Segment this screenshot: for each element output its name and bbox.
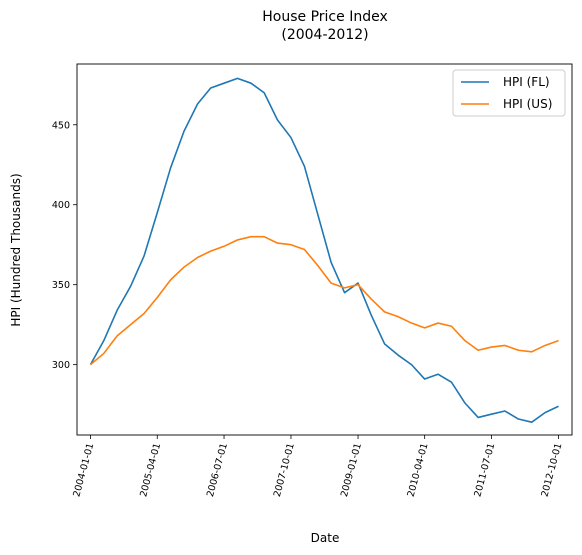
x-axis: 2004-01-01 2005-04-01 2006-07-01 2007-10-01… <box>71 435 564 498</box>
x-tick-label: 2005-04-01 <box>138 442 163 498</box>
y-axis: 300 350 400 450 <box>52 120 77 371</box>
y-tick-label: 300 <box>52 360 70 371</box>
legend-label-fl: HPI (FL) <box>503 75 550 89</box>
chart-title: House Price Index <box>262 9 387 25</box>
y-tick-label: 400 <box>52 200 70 211</box>
x-tick-label: 2004-01-01 <box>71 442 96 498</box>
legend-label-us: HPI (US) <box>503 97 552 111</box>
legend: HPI (FL) HPI (US) <box>452 69 566 117</box>
y-axis-label: HPI (Hundred Thousands) <box>9 173 23 326</box>
series-line-fl <box>89 77 559 424</box>
series-line-us <box>89 235 559 366</box>
x-tick-label: 2009-01-01 <box>339 442 364 498</box>
y-tick-label: 450 <box>52 120 70 131</box>
plot-area-frame <box>76 63 573 436</box>
chart-subtitle: (2004-2012) <box>281 27 368 43</box>
x-tick-label: 2010-04-01 <box>406 442 431 498</box>
x-axis-label: Date <box>311 531 340 545</box>
x-tick-label: 2012-10-01 <box>540 442 565 498</box>
series-layer <box>89 77 559 424</box>
y-tick-label: 350 <box>52 280 70 291</box>
x-tick-label: 2007-10-01 <box>272 442 297 498</box>
x-tick-label: 2006-07-01 <box>205 442 230 498</box>
x-tick-label: 2011-07-01 <box>472 442 497 498</box>
